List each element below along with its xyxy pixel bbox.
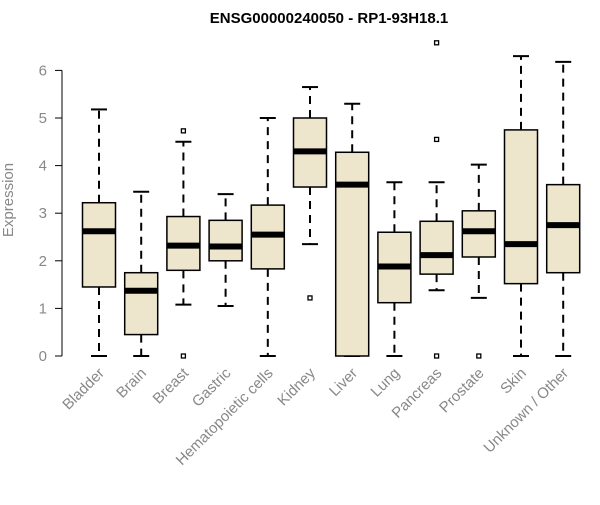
outlier-point (180, 353, 187, 359)
iqr-box (419, 220, 454, 275)
iqr-box (545, 183, 581, 274)
y-axis: 0 1 2 3 4 5 6 (39, 62, 63, 365)
y-tick-label: 6 (39, 62, 47, 79)
y-tick-label: 3 (39, 205, 47, 222)
outlier-point (433, 353, 440, 359)
boxes-group (81, 40, 581, 359)
x-tick-label: Skin (497, 365, 530, 398)
box-gastric (208, 193, 243, 308)
box-breast (166, 128, 201, 359)
iqr-box (208, 219, 243, 262)
outlier-point (180, 128, 187, 134)
outlier-point (476, 353, 482, 359)
box-brain (123, 190, 159, 357)
iqr-box (123, 271, 159, 336)
x-tick-label: Prostate (436, 365, 488, 417)
box-prostate (461, 163, 497, 359)
y-axis-label: Expression (0, 163, 17, 237)
x-tick-label: Bladder (59, 365, 108, 414)
x-tick-label: Liver (326, 365, 361, 400)
y-tick-label: 5 (39, 110, 47, 127)
y-tick-label: 0 (39, 348, 47, 365)
box-lung (377, 181, 412, 357)
y-tick-label: 1 (39, 300, 47, 317)
iqr-box (503, 129, 539, 285)
outlier-point (433, 136, 440, 143)
x-tick-label: Kidney (274, 364, 319, 409)
y-tick-label: 2 (39, 253, 47, 270)
box-skin (503, 55, 539, 357)
box-unknown-other (545, 60, 581, 357)
x-tick-label: Brain (113, 365, 150, 402)
y-tick-label: 4 (39, 158, 47, 175)
box-bladder (81, 108, 117, 357)
box-liver (334, 102, 370, 357)
chart-title: ENSG00000240050 - RP1-93H18.1 (210, 10, 449, 27)
box-pancreas (419, 40, 454, 359)
outlier-point (433, 40, 440, 46)
outlier-point (307, 295, 313, 301)
iqr-box (81, 201, 117, 288)
box-kidney (292, 86, 328, 301)
x-tick-label: Lung (368, 365, 404, 401)
x-tick-label: Breast (150, 364, 193, 407)
box-hematopoietic-cells (250, 117, 286, 357)
